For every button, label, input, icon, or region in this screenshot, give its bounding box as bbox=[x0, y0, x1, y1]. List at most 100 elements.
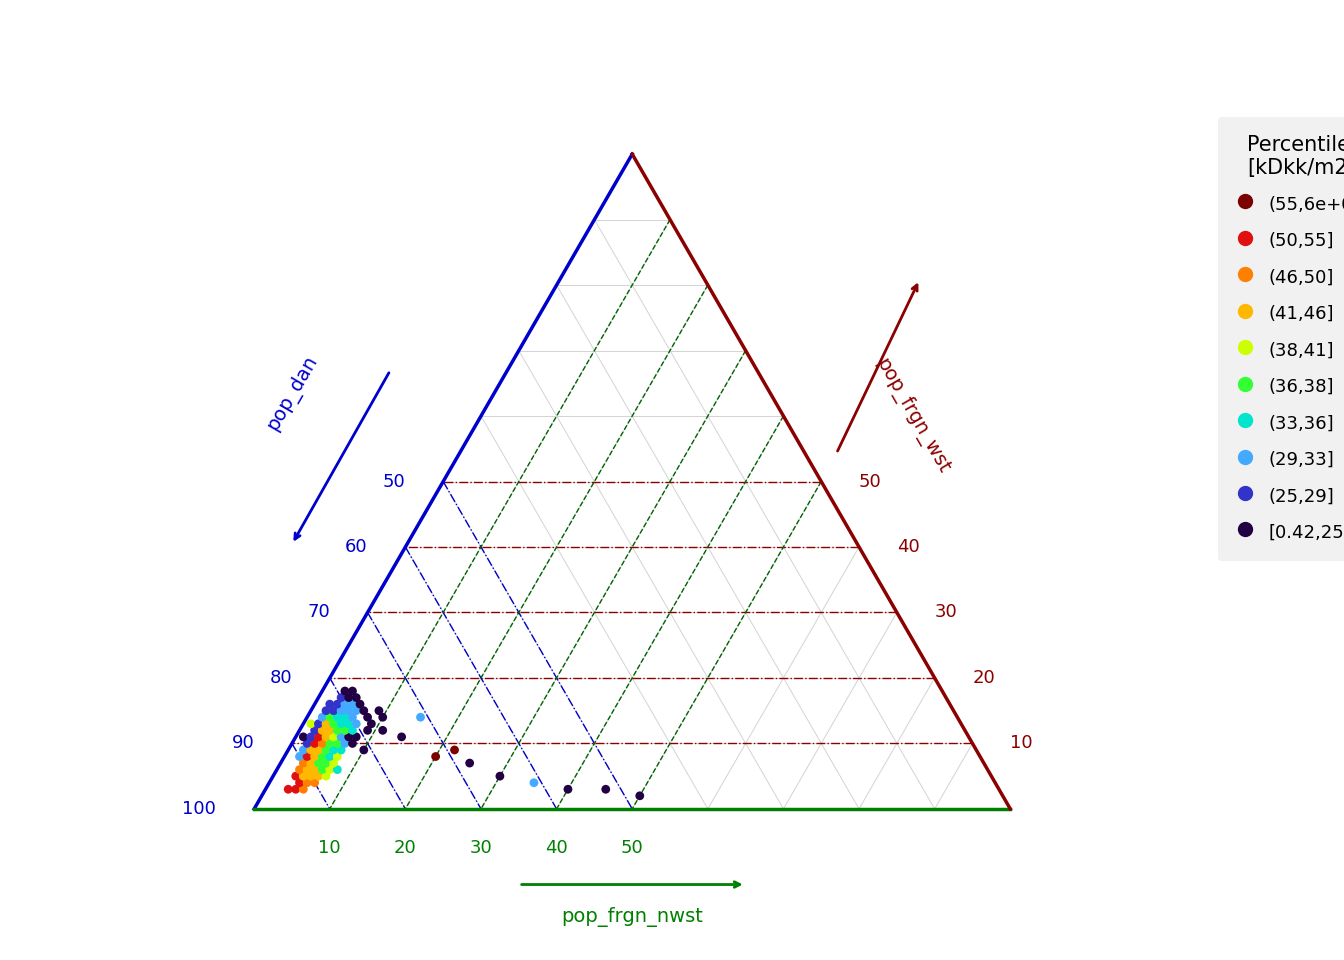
Text: 40: 40 bbox=[546, 839, 569, 857]
Point bbox=[335, 723, 356, 738]
Point bbox=[293, 756, 314, 771]
Point bbox=[296, 749, 317, 764]
Point bbox=[316, 769, 337, 784]
Point bbox=[331, 716, 352, 732]
Point bbox=[312, 735, 333, 751]
Text: 100: 100 bbox=[183, 800, 216, 818]
Point bbox=[335, 735, 356, 751]
Point bbox=[331, 703, 352, 718]
Point bbox=[337, 690, 359, 706]
Point bbox=[316, 703, 337, 718]
Text: 40: 40 bbox=[896, 538, 919, 556]
Point bbox=[458, 756, 480, 771]
Text: 10: 10 bbox=[319, 839, 341, 857]
Text: 30: 30 bbox=[934, 604, 957, 621]
Point bbox=[345, 690, 367, 706]
Point bbox=[331, 730, 352, 745]
Point bbox=[353, 742, 375, 757]
Text: 60: 60 bbox=[345, 538, 368, 556]
Point bbox=[331, 690, 352, 706]
Point bbox=[368, 703, 390, 718]
Point bbox=[327, 735, 348, 751]
Point bbox=[341, 723, 363, 738]
Point bbox=[358, 723, 379, 738]
Point bbox=[489, 769, 511, 784]
Point bbox=[316, 716, 337, 732]
Point bbox=[304, 775, 325, 790]
Point bbox=[327, 696, 348, 711]
Point bbox=[337, 730, 359, 745]
Point bbox=[296, 775, 317, 790]
Point bbox=[337, 716, 359, 732]
Text: 50: 50 bbox=[383, 472, 406, 491]
Point bbox=[323, 742, 344, 757]
Point bbox=[341, 709, 363, 725]
Point bbox=[391, 730, 413, 745]
Point bbox=[327, 749, 348, 764]
Text: 50: 50 bbox=[621, 839, 644, 857]
Point bbox=[323, 703, 344, 718]
Point bbox=[331, 742, 352, 757]
Point bbox=[323, 756, 344, 771]
Point bbox=[323, 730, 344, 745]
Point bbox=[308, 730, 329, 745]
Text: 30: 30 bbox=[469, 839, 492, 857]
Text: pop_frgn_wst: pop_frgn_wst bbox=[871, 354, 953, 477]
Point bbox=[296, 735, 317, 751]
Text: 20: 20 bbox=[973, 669, 995, 687]
Point bbox=[308, 742, 329, 757]
Point bbox=[308, 756, 329, 771]
Point bbox=[289, 749, 310, 764]
Point bbox=[289, 762, 310, 778]
Text: pop_dan: pop_dan bbox=[262, 352, 321, 434]
Point bbox=[349, 696, 371, 711]
Text: 20: 20 bbox=[394, 839, 417, 857]
Point bbox=[312, 749, 333, 764]
Point bbox=[296, 762, 317, 778]
Point bbox=[335, 709, 356, 725]
Point bbox=[323, 716, 344, 732]
Point bbox=[358, 709, 379, 725]
Point bbox=[304, 735, 325, 751]
Text: 50: 50 bbox=[859, 472, 882, 491]
Point bbox=[319, 749, 340, 764]
Point bbox=[319, 723, 340, 738]
Text: 70: 70 bbox=[306, 604, 329, 621]
Point bbox=[425, 749, 446, 764]
Point bbox=[341, 696, 363, 711]
Point bbox=[308, 716, 329, 732]
Point bbox=[410, 709, 431, 725]
Point bbox=[372, 723, 394, 738]
Point bbox=[312, 709, 333, 725]
Point bbox=[300, 769, 321, 784]
Point bbox=[629, 788, 650, 804]
Point bbox=[327, 762, 348, 778]
Point bbox=[345, 703, 367, 718]
Text: 10: 10 bbox=[1011, 734, 1034, 753]
Point bbox=[595, 781, 617, 797]
Legend: (55,6e+02], (50,55], (46,50], (41,46], (38,41], (36,38], (33,36], (29,33], (25,2: (55,6e+02], (50,55], (46,50], (41,46], (… bbox=[1218, 117, 1344, 561]
Point bbox=[345, 730, 367, 745]
Point bbox=[312, 723, 333, 738]
Point bbox=[335, 696, 356, 711]
Point bbox=[558, 781, 579, 797]
Point bbox=[289, 775, 310, 790]
Point bbox=[293, 781, 314, 797]
Point bbox=[293, 769, 314, 784]
Point bbox=[341, 684, 363, 699]
Point bbox=[304, 762, 325, 778]
Point bbox=[319, 696, 340, 711]
Point bbox=[300, 730, 321, 745]
Point bbox=[327, 723, 348, 738]
Point bbox=[316, 742, 337, 757]
Point bbox=[319, 762, 340, 778]
Point bbox=[372, 709, 394, 725]
Point bbox=[304, 723, 325, 738]
Point bbox=[316, 730, 337, 745]
Point bbox=[335, 684, 356, 699]
Point bbox=[300, 756, 321, 771]
Point bbox=[444, 742, 465, 757]
Point bbox=[316, 756, 337, 771]
Point bbox=[360, 716, 382, 732]
Text: 90: 90 bbox=[231, 734, 254, 753]
